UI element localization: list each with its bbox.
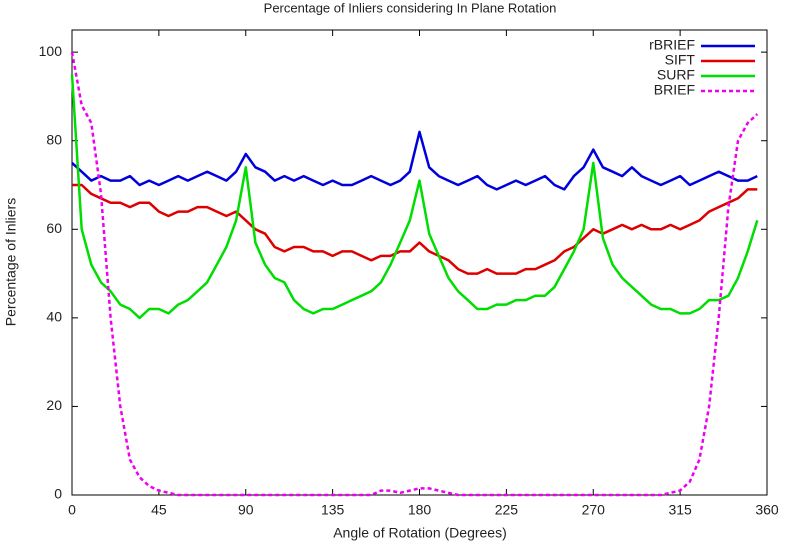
y-tick-label: 80 <box>46 131 62 147</box>
x-tick-label: 225 <box>495 502 519 518</box>
y-tick-label: 40 <box>46 309 62 325</box>
x-tick-label: 45 <box>151 502 167 518</box>
chart-title: Percentage of Inliers considering In Pla… <box>264 0 557 15</box>
plot-frame <box>71 29 768 496</box>
x-tick-label: 315 <box>668 502 692 518</box>
legend-label: SURF <box>657 67 695 83</box>
x-tick-label: 270 <box>582 502 606 518</box>
x-tick-label: 135 <box>321 502 345 518</box>
y-axis-label: Percentage of Inliers <box>3 198 19 326</box>
y-tick-label: 60 <box>46 220 62 236</box>
x-tick-label: 0 <box>68 502 76 518</box>
x-axis-label: Angle of Rotation (Degrees) <box>333 525 507 541</box>
y-tick-label: 100 <box>39 43 63 59</box>
legend-label: SIFT <box>665 52 696 68</box>
series-line <box>70 74 759 320</box>
series-line <box>71 130 758 191</box>
series-line <box>70 51 759 497</box>
x-tick-label: 360 <box>755 502 779 518</box>
series-line <box>72 183 758 275</box>
legend-label: BRIEF <box>654 82 695 98</box>
y-tick-label: 20 <box>46 397 62 413</box>
legend-label: rBRIEF <box>649 37 695 53</box>
x-tick-label: 180 <box>408 502 432 518</box>
y-tick-label: 0 <box>54 486 62 502</box>
x-tick-label: 90 <box>238 502 254 518</box>
